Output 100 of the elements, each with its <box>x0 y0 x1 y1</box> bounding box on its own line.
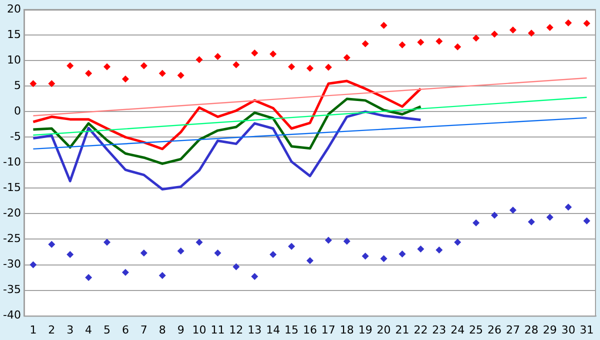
y-tick-label: 10 <box>6 53 21 66</box>
point <box>158 70 166 77</box>
point <box>30 261 37 268</box>
y-tick-label: -10 <box>3 156 21 169</box>
x-tick-label: 30 <box>561 323 576 336</box>
y-tick-label: 0 <box>14 104 21 118</box>
point <box>232 61 240 68</box>
point <box>214 53 222 60</box>
point <box>232 263 240 270</box>
point <box>583 217 590 224</box>
x-tick-label: 24 <box>450 323 465 336</box>
point <box>177 72 184 79</box>
point <box>491 30 498 38</box>
x-tick-label: 2 <box>48 323 56 336</box>
x-tick-label: 15 <box>284 323 299 336</box>
point <box>85 274 92 282</box>
y-tick-label: -35 <box>3 283 21 296</box>
point <box>380 22 388 29</box>
x-tick-label: 31 <box>580 323 594 336</box>
x-tick-label: 14 <box>266 323 280 336</box>
point <box>140 62 148 70</box>
point <box>158 272 166 279</box>
point <box>214 250 222 257</box>
point <box>472 219 480 226</box>
point <box>85 70 92 77</box>
x-tick-label: 29 <box>542 323 557 336</box>
point <box>436 38 443 45</box>
point <box>454 43 462 50</box>
point <box>546 24 554 31</box>
y-tick-label: 5 <box>14 79 21 92</box>
point <box>251 273 258 280</box>
point <box>177 247 184 254</box>
point <box>48 240 56 248</box>
point <box>343 54 350 62</box>
point <box>196 56 203 64</box>
point <box>564 19 572 26</box>
x-tick-label: 18 <box>340 323 354 336</box>
point <box>398 41 406 48</box>
x-tick-label: 22 <box>414 323 428 336</box>
point <box>196 238 203 246</box>
point <box>454 238 462 246</box>
point <box>417 245 424 252</box>
point <box>491 212 498 219</box>
y-tick-label: -5 <box>10 130 21 144</box>
point <box>398 250 406 258</box>
point <box>270 251 277 258</box>
point <box>104 63 111 70</box>
x-tick-label: 10 <box>192 323 206 336</box>
point <box>324 236 332 244</box>
x-tick-label: 19 <box>358 323 372 336</box>
point <box>122 268 129 276</box>
point <box>509 206 516 214</box>
point <box>66 251 74 258</box>
x-tick-label: 27 <box>506 323 520 336</box>
x-tick-label: 23 <box>432 323 446 336</box>
x-tick-label: 7 <box>140 323 148 336</box>
point <box>66 62 74 70</box>
point <box>436 246 443 254</box>
x-tick-label: 16 <box>302 323 317 336</box>
point <box>140 250 148 257</box>
x-tick-label: 5 <box>104 323 111 336</box>
x-tick-label: 28 <box>524 323 538 336</box>
x-tick-label: 6 <box>122 323 129 336</box>
y-tick-label: -25 <box>3 232 21 246</box>
x-tick-label: 21 <box>395 323 410 336</box>
point <box>324 64 332 71</box>
y-tick-label: -20 <box>3 206 21 220</box>
y-tick-label: 20 <box>6 2 21 16</box>
y-tick-label: -15 <box>3 181 21 194</box>
point <box>380 255 388 262</box>
point <box>306 64 314 72</box>
point <box>362 252 369 260</box>
point <box>122 76 129 83</box>
x-tick-label: 9 <box>177 323 184 336</box>
x-tick-label: 3 <box>66 323 74 336</box>
x-tick-label: 26 <box>488 323 502 336</box>
point <box>104 238 111 246</box>
y-tick-label: -40 <box>3 308 21 322</box>
x-tick-label: 17 <box>321 323 336 336</box>
point <box>362 40 369 48</box>
point <box>546 214 554 221</box>
point <box>251 49 258 56</box>
y-tick-label: -30 <box>3 258 21 271</box>
x-tick-label: 12 <box>229 323 244 336</box>
x-tick-label: 20 <box>376 323 391 336</box>
point <box>528 218 535 226</box>
x-tick-label: 11 <box>210 323 225 336</box>
point <box>528 30 535 37</box>
point <box>288 63 296 70</box>
point <box>306 257 314 264</box>
x-tick-label: 4 <box>85 323 92 336</box>
point <box>343 238 350 245</box>
point <box>48 80 56 88</box>
point <box>509 26 516 34</box>
point <box>270 50 277 58</box>
y-tick-label: 15 <box>6 28 21 41</box>
x-tick-label: 25 <box>469 323 484 336</box>
point <box>583 20 590 27</box>
point <box>417 38 424 46</box>
x-tick-label: 13 <box>248 323 262 336</box>
